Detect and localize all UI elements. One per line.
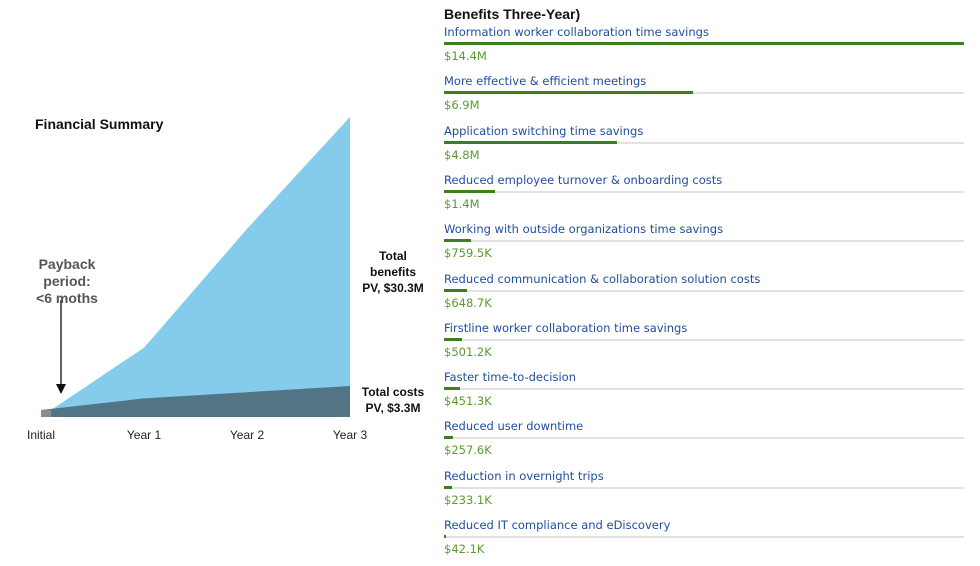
benefit-bar-track bbox=[444, 91, 964, 95]
benefit-bar bbox=[444, 387, 461, 391]
benefit-row: Reduced communication & collaboration so… bbox=[444, 272, 966, 320]
benefit-value: $451.3K bbox=[444, 394, 492, 409]
benefit-row: Reduced user downtime $257.6K bbox=[444, 419, 966, 467]
benefit-bar-track bbox=[444, 485, 964, 489]
benefit-label: Reduced user downtime bbox=[444, 419, 584, 434]
benefit-label: Firstline worker collaboration time savi… bbox=[444, 320, 688, 335]
benefit-row: More effective & efficient meetings $6.9M bbox=[444, 74, 966, 122]
benefit-bar bbox=[444, 535, 446, 538]
benefit-row: Application switching time savings $4.8M bbox=[444, 124, 966, 172]
payback-text-2: period: bbox=[43, 273, 91, 289]
benefit-bar bbox=[444, 239, 472, 243]
benefit-bar-track bbox=[444, 288, 964, 292]
x-tick-year3: Year 3 bbox=[332, 428, 368, 442]
benefit-label: More effective & efficient meetings bbox=[444, 74, 647, 89]
payback-text-1: Payback bbox=[38, 256, 96, 272]
benefit-label: Reduced IT compliance and eDiscovery bbox=[444, 518, 671, 532]
benefits-text-3: PV, $30.3M bbox=[362, 281, 424, 295]
benefits-text-1: Total bbox=[379, 249, 407, 263]
x-tick-year1: Year 1 bbox=[126, 428, 162, 442]
benefit-bar bbox=[444, 42, 964, 45]
benefit-value: $759.5K bbox=[444, 246, 492, 261]
costs-text-2: PV, $3.3M bbox=[365, 401, 421, 415]
benefit-bar-track bbox=[444, 436, 964, 440]
benefit-bar-track bbox=[444, 387, 964, 391]
initial-cost-block bbox=[41, 410, 51, 417]
total-costs-label: Total costs PV, $3.3M bbox=[352, 384, 434, 416]
benefit-bar-track bbox=[444, 337, 964, 341]
benefit-bar-track bbox=[444, 239, 964, 243]
benefit-value: $233.1K bbox=[444, 492, 492, 507]
x-tick-initial: Initial bbox=[26, 428, 56, 442]
benefit-value: $42.1K bbox=[444, 542, 485, 556]
x-tick-year2: Year 2 bbox=[229, 428, 265, 442]
benefit-row: Working with outside organizations time … bbox=[444, 222, 966, 270]
benefit-label: Working with outside organizations time … bbox=[444, 222, 724, 237]
benefit-bar-track bbox=[444, 140, 964, 144]
benefit-bar-track bbox=[444, 535, 964, 538]
benefit-bar bbox=[444, 91, 694, 95]
benefit-label: Application switching time savings bbox=[444, 123, 644, 138]
benefit-value: $14.4M bbox=[444, 49, 487, 63]
benefit-value: $4.8M bbox=[444, 147, 480, 162]
benefit-row: Reduced IT compliance and eDiscovery $42.… bbox=[444, 518, 966, 566]
benefit-label: Reduced communication & collaboration so… bbox=[444, 271, 761, 286]
benefit-bar-track bbox=[444, 189, 964, 193]
benefit-value: $501.2K bbox=[444, 344, 492, 359]
financial-summary-area-chart bbox=[41, 117, 350, 417]
benefit-value: $257.6K bbox=[444, 443, 492, 458]
benefit-value: $648.7K bbox=[444, 295, 492, 310]
benefit-bar bbox=[444, 189, 495, 193]
benefit-row: Faster time-to-decision $451.3K bbox=[444, 370, 966, 418]
financial-summary-title: Financial Summary bbox=[35, 116, 164, 132]
benefit-label: Faster time-to-decision bbox=[444, 370, 577, 385]
benefit-bar bbox=[444, 436, 454, 440]
benefit-row: Reduction in overnight trips $233.1K bbox=[444, 469, 966, 517]
costs-area bbox=[41, 386, 350, 417]
payback-arrow-head-icon bbox=[56, 384, 66, 394]
benefits-area bbox=[51, 117, 350, 417]
benefit-bar-track bbox=[444, 42, 964, 45]
costs-text-1: Total costs bbox=[361, 385, 425, 399]
total-benefits-label: Total benefits PV, $30.3M bbox=[352, 248, 434, 296]
payback-text-3: <6 moths bbox=[36, 290, 98, 306]
benefits-title: Benefits Three-Year) bbox=[444, 6, 581, 22]
benefit-label: Information worker collaboration time sa… bbox=[444, 25, 709, 39]
benefit-bar bbox=[444, 337, 463, 341]
benefit-value: $1.4M bbox=[444, 196, 480, 211]
benefit-label: Reduced employee turnover & onboarding c… bbox=[444, 172, 723, 187]
benefit-row: Information worker collaboration time sa… bbox=[444, 25, 966, 73]
financial-summary-panel: Financial Summary Payback period: <6 mot… bbox=[0, 0, 440, 562]
benefit-bar bbox=[444, 288, 468, 292]
benefit-row: Firstline worker collaboration time savi… bbox=[444, 321, 966, 369]
benefit-bar bbox=[444, 140, 618, 144]
benefit-bar bbox=[444, 485, 453, 489]
benefit-row: Reduced employee turnover & onboarding c… bbox=[444, 173, 966, 221]
benefit-value: $6.9M bbox=[444, 98, 480, 113]
benefits-text-2: benefits bbox=[369, 265, 416, 279]
benefit-label: Reduction in overnight trips bbox=[444, 468, 604, 483]
payback-annotation: Payback period: <6 moths bbox=[22, 256, 112, 307]
